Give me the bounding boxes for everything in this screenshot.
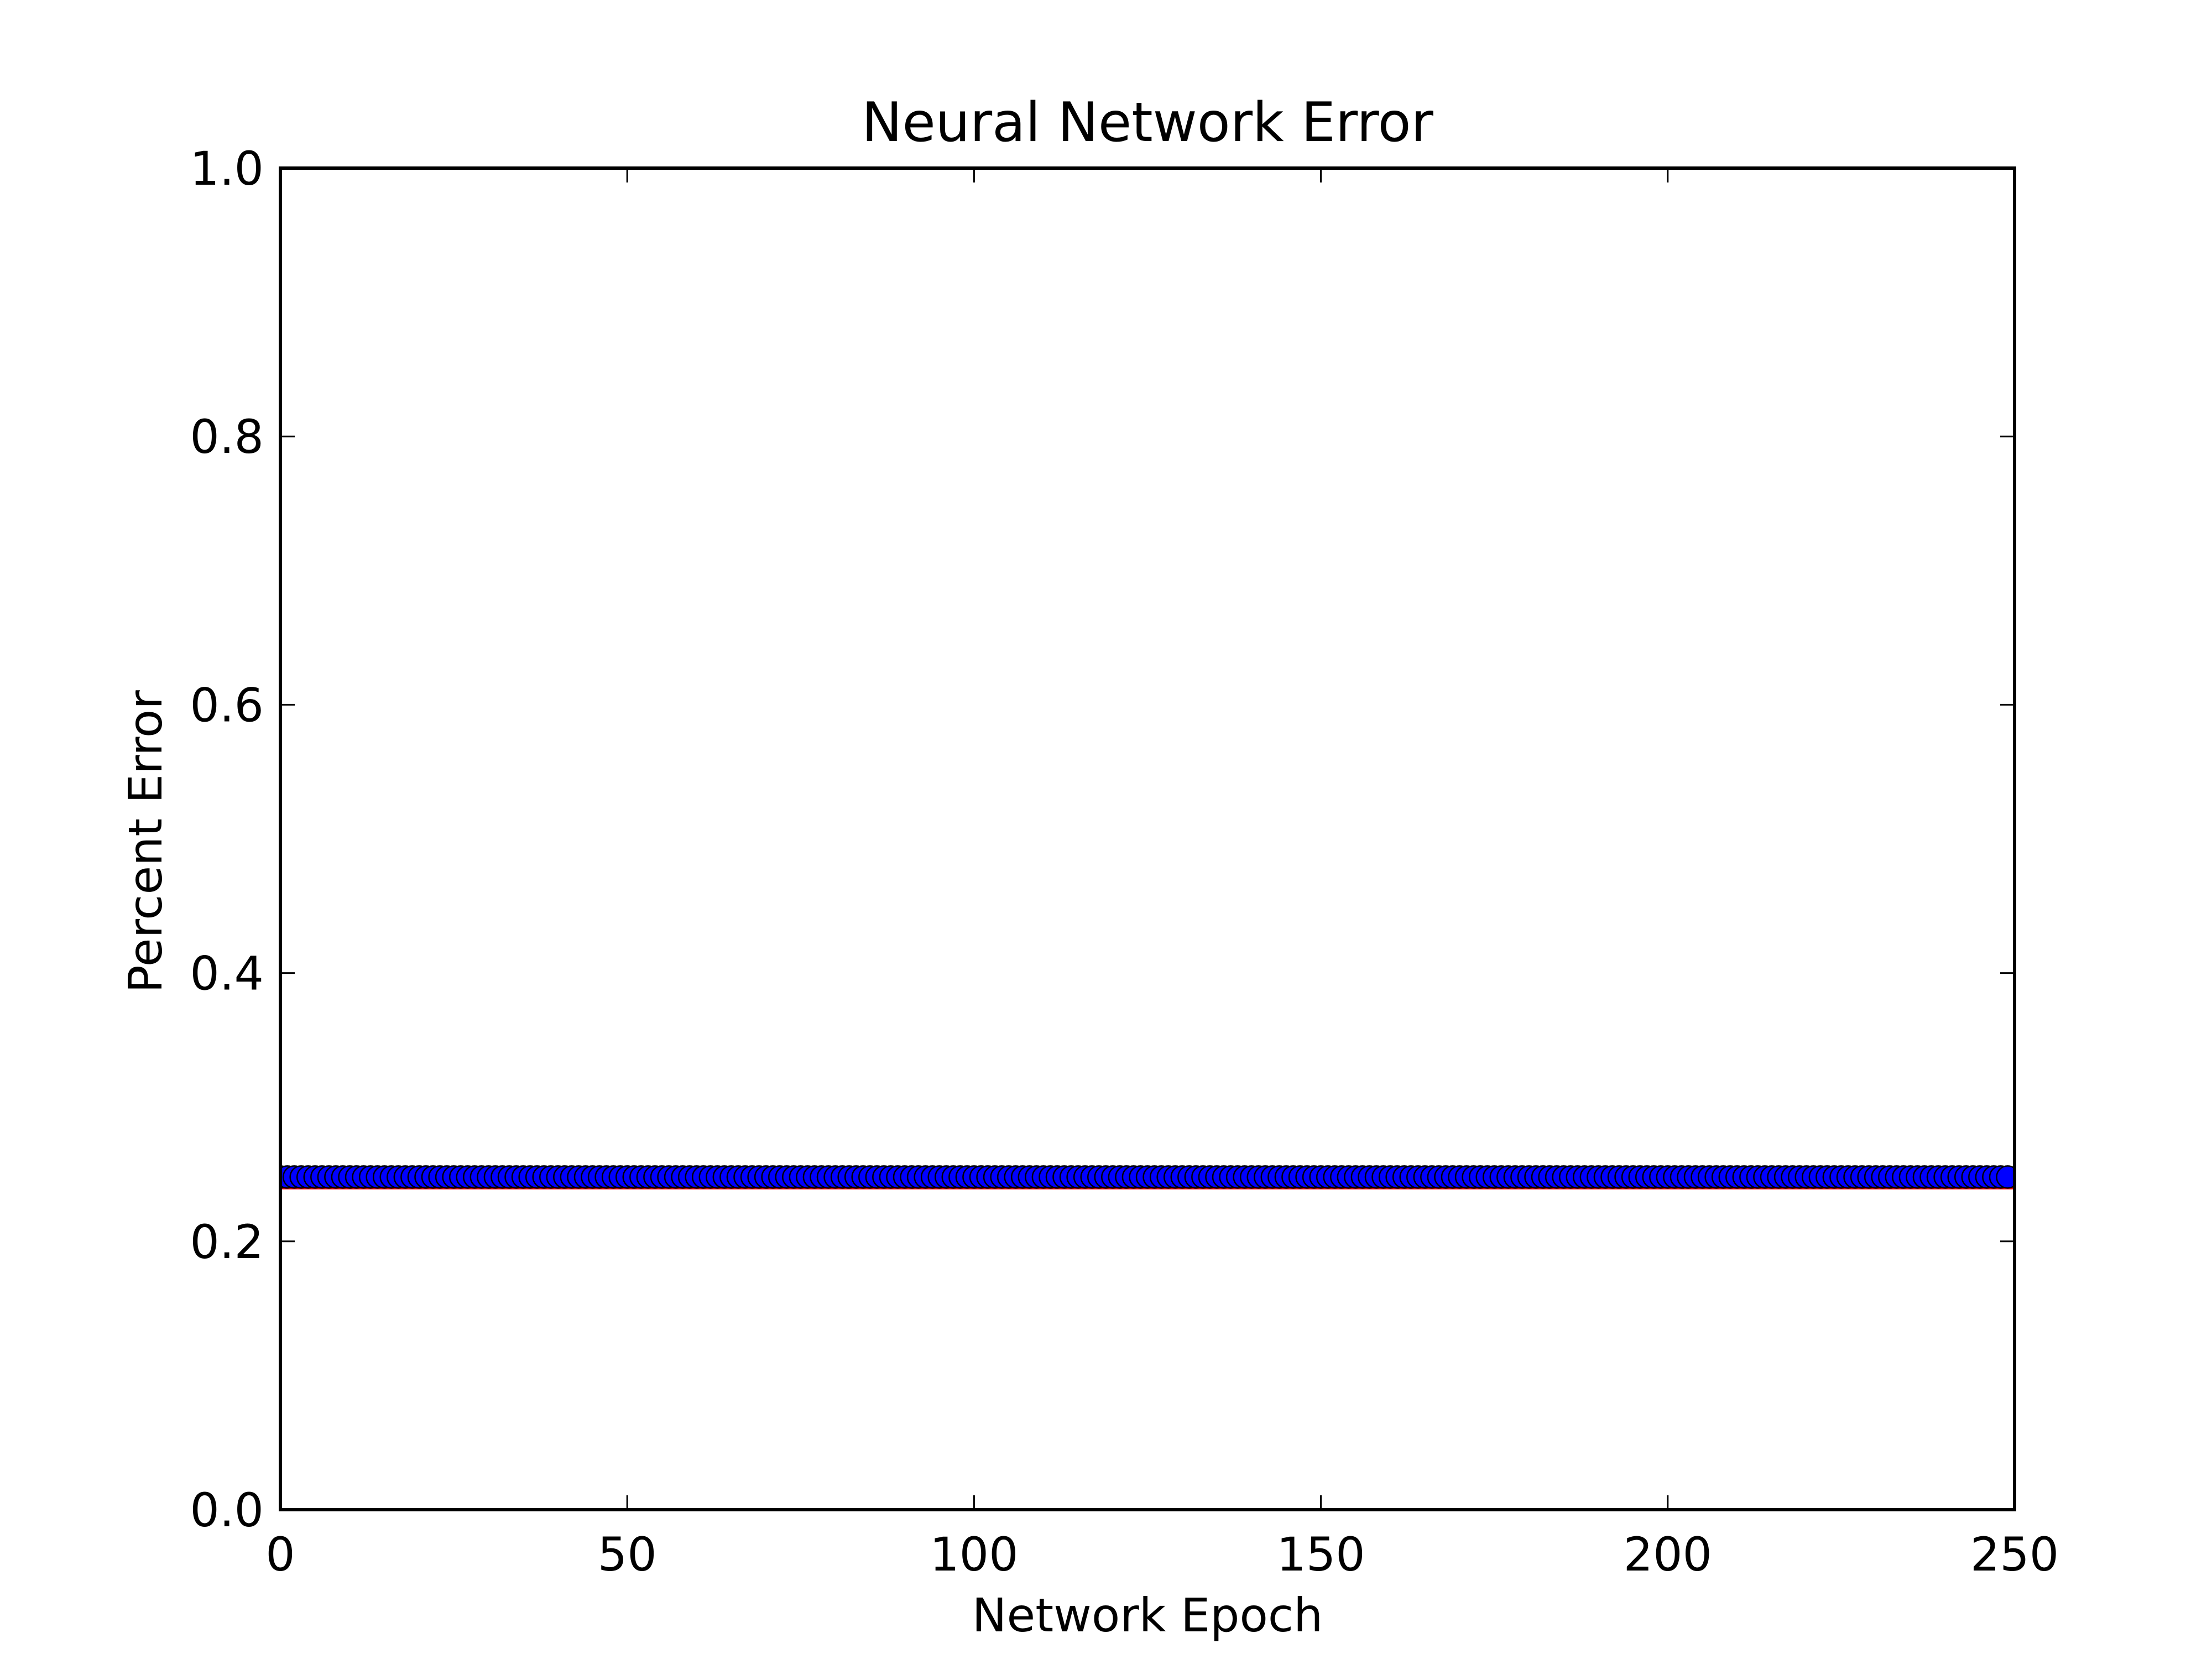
x-axis-ticks: 0 50 100 150 200 250 <box>265 168 2059 1582</box>
y-axis-ticks: 0.0 0.2 0.4 0.6 0.8 1.0 <box>190 142 2015 1537</box>
y-tick-label: 0.6 <box>190 678 264 732</box>
y-tick-label: 0.8 <box>190 410 264 464</box>
x-tick-label: 250 <box>1970 1527 2059 1582</box>
x-tick-label: 200 <box>1624 1527 1712 1582</box>
x-tick-label: 100 <box>930 1527 1018 1582</box>
x-axis-label: Network Epoch <box>972 1588 1323 1642</box>
y-tick-label: 0.2 <box>190 1215 264 1269</box>
x-tick-label: 0 <box>265 1527 295 1582</box>
chart-title: Neural Network Error <box>862 91 1433 154</box>
y-tick-label: 0.0 <box>190 1483 264 1537</box>
y-axis-label: Percent Error <box>118 690 173 993</box>
data-layer <box>280 1165 2015 1190</box>
series-0 <box>280 1165 2015 1189</box>
data-point <box>1996 1165 2015 1189</box>
y-tick-label: 0.4 <box>190 947 264 1001</box>
x-tick-label: 50 <box>598 1527 657 1582</box>
axes-frame <box>279 166 2016 1511</box>
y-tick-label: 1.0 <box>190 142 264 196</box>
x-tick-label: 150 <box>1276 1527 1365 1582</box>
plot-area <box>279 166 2016 1511</box>
